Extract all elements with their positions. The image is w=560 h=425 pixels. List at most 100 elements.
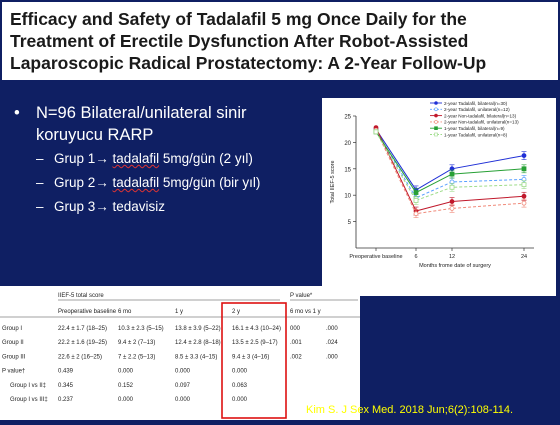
table-cell: 9.4 ± 2 (7–13) [118, 340, 155, 346]
main-bullet-text: N=96 Bilateral/unilateral sinir koruyucu… [36, 104, 247, 144]
slide-title: Efficacy and Safety of Tadalafil 5 mg On… [10, 9, 487, 73]
table-cell: 0.345 [58, 383, 74, 389]
table-row-label: P value† [2, 369, 25, 375]
table-cell: 0.000 [118, 369, 134, 375]
data-point [521, 200, 527, 206]
legend-marker [434, 126, 438, 131]
table-cell: 0.000 [232, 369, 248, 375]
data-point [413, 211, 419, 217]
sub-dash: – [36, 199, 44, 214]
table-row-label: Group II [2, 340, 24, 346]
y-tick-label: 20 [344, 141, 351, 147]
legend-label: 1-year Tadalafil, unilateral(n=8) [444, 132, 508, 137]
table-row-label: Group I vs III‡ [10, 397, 48, 403]
iief-table-panel: IIEF-5 total score P value* Preoperative b… [0, 286, 360, 420]
legend-label: 1-year Tadalafil, bilateral(n=9) [444, 126, 505, 131]
table-cell: 0.439 [58, 369, 74, 375]
line-chart-panel: 5 10 15 20 25 Total IIEF-5 score Preoperative … [322, 98, 556, 296]
data-point [521, 182, 527, 188]
x-axis-label: Months frome date of surgery [419, 263, 491, 269]
sub-bullet-group-2: – Grup 2→ tadalafil 5mg/gün (bir yıl) [14, 172, 314, 194]
data-point [449, 171, 455, 177]
x-tick-label: 24 [521, 254, 527, 260]
y-tick-label: 15 [344, 167, 351, 173]
table-row-label: Group I vs II‡ [10, 383, 46, 389]
legend-marker [434, 107, 438, 112]
table-cell: 22.6 ± 2 (16–25) [58, 354, 102, 360]
legend-marker [434, 113, 438, 118]
table-header-top: IIEF-5 total score [58, 293, 104, 299]
bullet-dot: • [14, 104, 20, 122]
highlight-box-2y [221, 302, 287, 419]
data-point [413, 190, 419, 195]
table-column-header: 6 mo [118, 309, 132, 315]
sub-dash: – [36, 175, 44, 190]
series-line [375, 128, 525, 191]
sub-bullet-group-1: – Grup 1→ tadalafil 5mg/gün (2 yıl) [14, 148, 314, 170]
table-row-label: Group III [2, 354, 26, 360]
group-2-dose: 5mg/gün (bir yıl) [159, 175, 261, 190]
table-cell: 22.4 ± 1.7 (18–25) [58, 326, 107, 332]
table-cell: 0.237 [58, 397, 74, 403]
legend-marker [434, 132, 438, 137]
table-cell: 7 ± 2.2 (5–13) [118, 354, 155, 360]
main-bullet: • N=96 Bilateral/unilateral sinir koruyu… [14, 102, 314, 146]
data-point [521, 153, 527, 158]
legend-marker [434, 101, 438, 105]
group-3-treatment: tedavisiz [108, 199, 166, 214]
data-point [449, 184, 455, 190]
table-cell: 0.000 [175, 397, 191, 403]
table-column-header: 2 y [232, 309, 240, 315]
table-cell: 13.5 ± 2.5 (9–17) [232, 340, 278, 346]
table-cell: 0.000 [118, 397, 134, 403]
table-column-header: 1 y [175, 309, 183, 315]
iief-table: IIEF-5 total score P value* Preoperative b… [0, 293, 360, 419]
table-cell: 9.4 ± 3 (4–16) [232, 354, 269, 360]
bullet-list: • N=96 Bilateral/unilateral sinir koruyu… [14, 102, 314, 218]
table-cell: 16.1 ± 4.3 (10–24) [232, 326, 281, 332]
table-cell: 0.063 [232, 383, 248, 389]
series-line [375, 127, 525, 212]
legend-label: 2-year Non-tadalafil, bilateral(n=13) [444, 113, 517, 118]
table-cell: 22.2 ± 1.6 (19–25) [58, 340, 107, 346]
data-point [449, 199, 455, 204]
table-cell: 13.8 ± 3.9 (5–22) [175, 326, 221, 332]
group-2-drug: tadalafil [112, 175, 160, 190]
y-tick-label: 5 [348, 220, 352, 226]
x-tick-label: 12 [449, 254, 455, 260]
table-cell: .001 [290, 340, 302, 346]
sub-dash: – [36, 151, 44, 166]
table-cell: 0.152 [118, 383, 134, 389]
group-1-drug: tadalafil [112, 151, 160, 166]
x-tick-label: Preoperative baseline [349, 254, 402, 260]
arrow-icon: → [95, 151, 109, 166]
y-axis-label: Total IIEF-5 score [330, 160, 336, 203]
table-column-header: 6 mo vs 1 y [290, 309, 321, 315]
group-1-label: Grup 1 [54, 151, 96, 166]
legend-label: 2-year Tadalafil, unilateral(n=12) [444, 107, 510, 112]
citation: Kim S. J Sex Med. 2018 Jun;6(2):108-114. [306, 404, 514, 416]
table-cell: 12.4 ± 2.8 (8–18) [175, 340, 221, 346]
table-cell: 0.097 [175, 383, 191, 389]
table-cell: .002 [290, 354, 302, 360]
sub-bullet-group-3: – Grup 3→ tedavisiz [14, 196, 314, 218]
table-cell: 000 [290, 326, 301, 332]
table-header-top: P value* [290, 293, 313, 299]
group-3-label: Grup 3 [54, 199, 96, 214]
arrow-icon: → [95, 199, 109, 214]
x-tick-label: 6 [414, 254, 417, 260]
group-1-dose: 5mg/gün (2 yıl) [159, 151, 253, 166]
data-point [373, 129, 379, 135]
line-chart: 5 10 15 20 25 Total IIEF-5 score Preoperative … [330, 101, 534, 269]
table-cell: 10.3 ± 2.3 (5–15) [118, 326, 164, 332]
y-tick-label: 25 [344, 115, 351, 121]
table-cell: 0.000 [232, 397, 248, 403]
legend-label: 2-year Tadalafil, bilateral(n=30) [444, 101, 508, 106]
data-point [521, 193, 527, 199]
slide-title-box: Efficacy and Safety of Tadalafil 5 mg On… [2, 2, 558, 80]
y-tick-label: 10 [344, 194, 351, 200]
data-point [449, 206, 455, 211]
table-cell: 0.000 [175, 369, 191, 375]
arrow-icon: → [95, 175, 109, 190]
table-cell: .000 [326, 354, 338, 360]
